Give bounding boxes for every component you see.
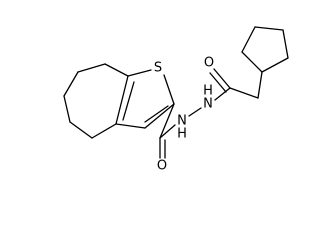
bond [188, 107, 202, 117]
atom-label: H [177, 127, 187, 142]
atom-label: N [177, 114, 187, 129]
molecule: S O O N H N H [63, 26, 289, 174]
bond [229, 87, 259, 99]
bond [127, 69, 152, 77]
bond [257, 71, 263, 99]
bond [254, 26, 284, 31]
bond [163, 74, 175, 105]
bond [115, 123, 146, 129]
bond [63, 71, 79, 97]
page: S O O N H N H (() => { const data = JSON… [63, 26, 289, 174]
bond [144, 105, 169, 123]
bond [77, 63, 106, 73]
bond [63, 95, 71, 123]
bond [213, 68, 231, 89]
atom-label: N [203, 97, 213, 112]
atom-label: O [204, 56, 214, 71]
bond [91, 123, 117, 139]
bond [159, 103, 175, 139]
atom-label: O [157, 159, 167, 174]
bond [159, 124, 176, 139]
bond [282, 29, 289, 59]
bonds [63, 26, 289, 159]
atom-label: H [203, 84, 213, 99]
bond [209, 72, 227, 93]
atom-label: S [154, 61, 162, 76]
bond [69, 121, 93, 139]
bond [104, 63, 129, 77]
bond [144, 103, 175, 129]
bond [261, 57, 289, 73]
bond [115, 75, 129, 125]
bond [241, 26, 256, 53]
bond [241, 51, 263, 73]
bond [214, 87, 231, 101]
bond [122, 81, 135, 121]
